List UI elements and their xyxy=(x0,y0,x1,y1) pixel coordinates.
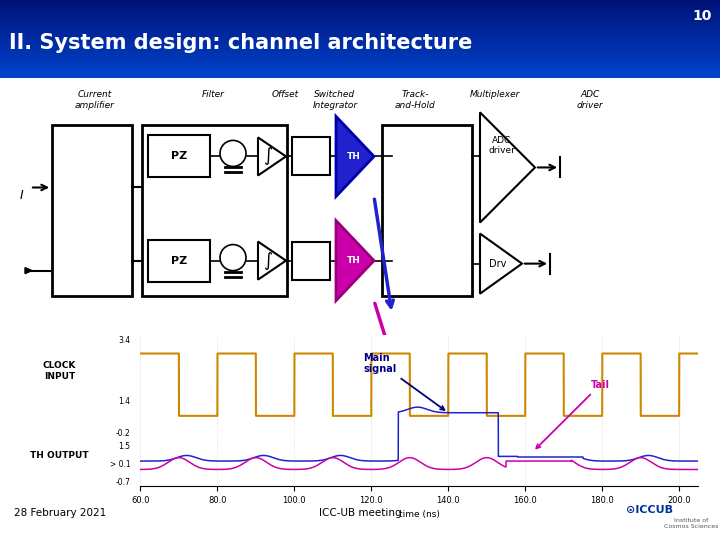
Text: > 0.1: > 0.1 xyxy=(109,460,130,469)
Polygon shape xyxy=(258,137,286,176)
Text: $\int$: $\int$ xyxy=(263,249,273,272)
Text: $\int$: $\int$ xyxy=(263,145,273,167)
Text: I: I xyxy=(20,189,24,202)
Text: Drv: Drv xyxy=(490,259,507,268)
Bar xyxy=(148,136,210,178)
Text: Track-
and-Hold: Track- and-Hold xyxy=(395,90,436,110)
Text: ⊙ICCUB: ⊙ICCUB xyxy=(626,505,673,515)
Text: 10: 10 xyxy=(692,9,711,23)
Text: Filter: Filter xyxy=(202,90,225,99)
Text: ICC-UB meeting: ICC-UB meeting xyxy=(319,508,401,518)
Circle shape xyxy=(220,245,246,271)
Text: 28 February 2021: 28 February 2021 xyxy=(14,508,107,518)
Bar xyxy=(142,125,287,296)
Bar xyxy=(52,125,132,296)
Text: II. System design: channel architecture: II. System design: channel architecture xyxy=(9,33,472,53)
Text: -0.2: -0.2 xyxy=(116,429,130,437)
Text: Main
signal: Main signal xyxy=(364,353,444,410)
Text: 1.5: 1.5 xyxy=(118,442,130,451)
Text: ADC
driver: ADC driver xyxy=(489,136,516,155)
Polygon shape xyxy=(336,220,374,301)
Text: 3.4: 3.4 xyxy=(118,336,130,346)
Bar xyxy=(292,241,330,280)
Text: Switched
Integrator: Switched Integrator xyxy=(312,90,358,110)
Text: Multiplexer: Multiplexer xyxy=(470,90,520,99)
Text: Offset: Offset xyxy=(271,90,299,99)
X-axis label: time (ns): time (ns) xyxy=(399,510,440,519)
Text: CLOCK
INPUT: CLOCK INPUT xyxy=(42,361,76,381)
Text: -0.7: -0.7 xyxy=(115,478,130,488)
Text: Tail: Tail xyxy=(536,380,610,448)
Text: TH: TH xyxy=(347,152,361,161)
Text: TH: TH xyxy=(347,256,361,265)
Circle shape xyxy=(220,140,246,166)
Polygon shape xyxy=(25,268,32,274)
Polygon shape xyxy=(480,112,535,222)
Bar xyxy=(292,137,330,176)
Polygon shape xyxy=(336,116,374,197)
Bar xyxy=(382,125,472,296)
Polygon shape xyxy=(258,241,286,280)
Text: TH OUTPUT: TH OUTPUT xyxy=(30,451,89,460)
Polygon shape xyxy=(480,234,522,294)
Text: PZ: PZ xyxy=(171,151,187,161)
Text: Institute of
Cosmos Sciences: Institute of Cosmos Sciences xyxy=(664,518,719,529)
Text: ADC
driver: ADC driver xyxy=(577,90,603,110)
Bar xyxy=(148,240,210,282)
Text: PZ: PZ xyxy=(171,255,187,266)
Text: Current
amplifier: Current amplifier xyxy=(75,90,115,110)
Text: 1.4: 1.4 xyxy=(118,397,130,406)
